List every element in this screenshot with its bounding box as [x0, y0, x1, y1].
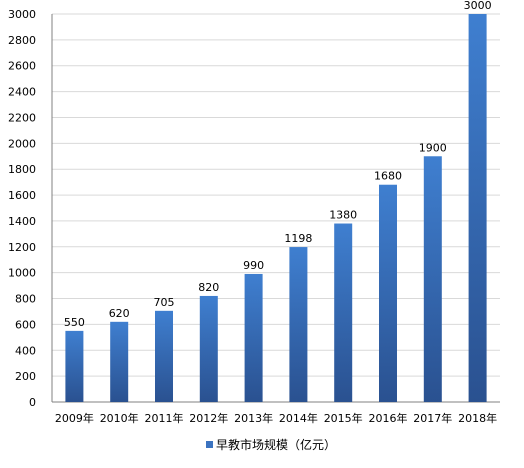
data-label: 820 [198, 281, 219, 294]
y-tick-label: 200 [15, 370, 36, 383]
x-tick-label: 2017年 [413, 411, 452, 425]
legend-label: 早教市场规模（亿元） [216, 437, 336, 452]
data-label: 1380 [329, 209, 357, 222]
x-tick-label: 2012年 [189, 411, 228, 425]
x-tick-label: 2018年 [458, 411, 497, 425]
bar [199, 295, 218, 402]
y-tick-label: 400 [15, 344, 36, 357]
y-tick-label: 1000 [8, 267, 36, 280]
x-tick-label: 2010年 [100, 411, 139, 425]
data-label: 3000 [464, 0, 492, 12]
bar [423, 156, 442, 402]
x-axis-ticks: 2009年 2010年 2011年 2012年 2013年 2014年 2015年 2016年… [55, 411, 497, 425]
y-tick-label: 2600 [8, 60, 36, 73]
y-tick-label: 1600 [8, 189, 36, 202]
y-tick-label: 2000 [8, 137, 36, 150]
data-label: 1680 [374, 170, 402, 183]
x-tick-label: 2014年 [279, 411, 318, 425]
bar [110, 321, 129, 402]
y-tick-label: 0 [29, 396, 36, 409]
x-tick-label: 2011年 [145, 411, 184, 425]
x-tick-label: 2016年 [369, 411, 408, 425]
y-tick-label: 2400 [8, 86, 36, 99]
bars [65, 14, 487, 402]
y-tick-label: 1800 [8, 163, 36, 176]
x-tick-label: 2009年 [55, 411, 94, 425]
bar [244, 273, 263, 402]
y-tick-label: 800 [15, 293, 36, 306]
data-label: 705 [154, 296, 175, 309]
y-tick-label: 2800 [8, 34, 36, 47]
gridlines [52, 13, 500, 377]
y-tick-label: 1200 [8, 241, 36, 254]
data-label: 1900 [419, 141, 447, 154]
y-axis-ticks: 0 200 400 600 800 1000 1200 1400 1600 1800 2000 220… [8, 8, 36, 409]
bar [289, 247, 308, 402]
bar [468, 14, 487, 402]
x-tick-label: 2013年 [234, 411, 273, 425]
data-label: 550 [64, 316, 85, 329]
y-tick-label: 1400 [8, 215, 36, 228]
y-tick-label: 3000 [8, 8, 36, 21]
x-tick-label: 2015年 [324, 411, 363, 425]
y-tick-label: 600 [15, 318, 36, 331]
y-tick-label: 2200 [8, 111, 36, 124]
bar [379, 184, 397, 402]
bar [334, 223, 353, 402]
data-label: 990 [243, 259, 264, 272]
data-labels: 550 620 705 820 990 1198 1380 1680 1900 3000 [64, 0, 492, 329]
data-label: 1198 [284, 232, 312, 245]
bar [65, 330, 84, 402]
data-label: 620 [109, 307, 130, 320]
legend-swatch [206, 441, 213, 448]
legend: 早教市场规模（亿元） [206, 437, 336, 452]
bar [155, 310, 173, 402]
